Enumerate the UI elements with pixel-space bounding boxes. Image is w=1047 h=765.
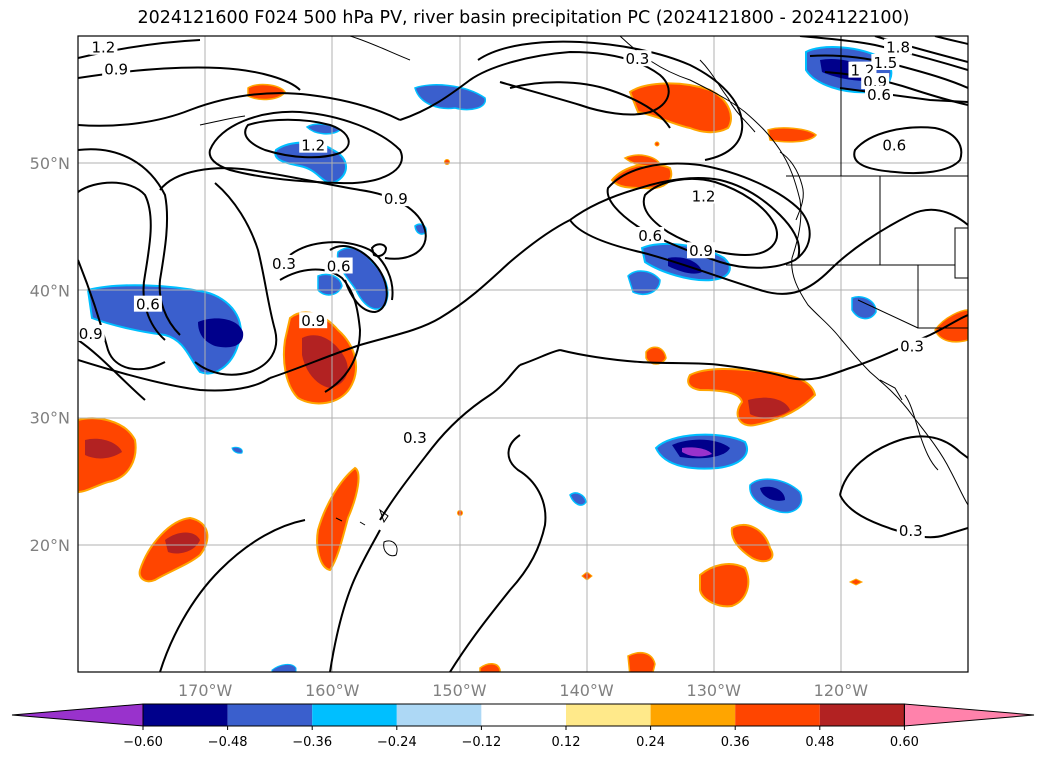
contour-label-bg bbox=[299, 312, 328, 329]
lat-tick-label: 40°N bbox=[30, 281, 70, 300]
colorbar-tick-label: −0.12 bbox=[461, 735, 501, 750]
contour-label-bg bbox=[299, 136, 328, 153]
contour-label-bg bbox=[898, 337, 927, 354]
contour-label: 0.6 bbox=[882, 137, 906, 155]
coastlines bbox=[199, 36, 968, 557]
colorbar-tick-label: 0.36 bbox=[721, 735, 750, 750]
contour-label-bg bbox=[687, 242, 715, 259]
contour-label-bg bbox=[102, 60, 131, 77]
map-frame bbox=[77, 35, 969, 673]
contour-label-bg bbox=[689, 187, 718, 204]
lon-tick-label: 120°W bbox=[814, 681, 869, 700]
contour-label: 0.3 bbox=[899, 522, 923, 540]
colorbar-tick-label: −0.48 bbox=[208, 735, 248, 750]
contour-label: 0.6 bbox=[638, 227, 662, 245]
contour-label-bg bbox=[636, 226, 665, 243]
contour-label: 0.3 bbox=[900, 338, 924, 356]
colorbar-tick-label: −0.24 bbox=[377, 735, 417, 750]
colorbar-segment bbox=[143, 704, 228, 726]
contour-label: 0.9 bbox=[301, 312, 325, 330]
map-area: 1.2 0.9 1.2 0.9 0.3 0.6 0.9 0.6 0.9 0.3 0.3 1.2 0.6 0… bbox=[77, 35, 969, 673]
contour-labels: 1.2 0.9 1.2 0.9 0.3 0.6 0.9 0.6 0.9 0.3 0.3 1.2 0.6 0… bbox=[78, 38, 927, 540]
lon-tick-label: 170°W bbox=[178, 681, 233, 700]
colorbar bbox=[11, 703, 1035, 730]
contour-label: 0.9 bbox=[689, 242, 713, 260]
contour-label: 1.8 bbox=[886, 39, 910, 57]
contour-label-bg bbox=[884, 38, 913, 55]
lon-tick-label: 150°W bbox=[432, 681, 487, 700]
map-title: 2024121600 F024 500 hPa PV, river basin … bbox=[137, 8, 910, 28]
contour-label: 0.6 bbox=[327, 258, 351, 276]
contour-label-bg bbox=[400, 429, 429, 446]
colorbar-segment bbox=[396, 704, 482, 726]
contour-label: 0.3 bbox=[625, 50, 649, 68]
colorbar-segment bbox=[735, 704, 820, 726]
contour-label-bg bbox=[896, 522, 925, 539]
contour-label-bg bbox=[865, 85, 893, 102]
contour-label: 1.2 bbox=[301, 137, 325, 155]
colorbar-tick-label: −0.36 bbox=[292, 735, 332, 750]
contour-label-bg bbox=[880, 136, 909, 153]
contour-label-bg bbox=[269, 254, 298, 271]
lat-tick-label: 30°N bbox=[30, 409, 70, 428]
contour-label-bg bbox=[89, 38, 118, 55]
contour-label: 0.6 bbox=[867, 86, 891, 104]
contour-label: 0.3 bbox=[403, 429, 427, 447]
colorbar-segment bbox=[227, 704, 313, 726]
colorbar-labels: −0.60 −0.48 −0.36 −0.24 −0.12 0.12 0.24 0.36 0.4… bbox=[123, 735, 919, 750]
lat-tick-label: 20°N bbox=[30, 536, 70, 555]
contour-label-bg bbox=[133, 295, 162, 312]
lon-tick-label: 160°W bbox=[305, 681, 360, 700]
contour-label-bg bbox=[871, 53, 900, 70]
positive-precip-areas bbox=[78, 82, 968, 672]
contour-label: 0.3 bbox=[272, 255, 296, 273]
colorbar-tick-label: 0.24 bbox=[636, 735, 665, 750]
contour-label: 1.5 bbox=[873, 54, 897, 72]
contour-label-bg bbox=[861, 73, 890, 90]
contour-label: 0.9 bbox=[104, 60, 128, 78]
contour-label: 1.2 bbox=[692, 188, 716, 206]
colorbar-segment bbox=[312, 704, 397, 726]
colorbar-extension-left bbox=[11, 703, 144, 727]
contour-label-bg bbox=[324, 257, 353, 274]
borders bbox=[786, 36, 968, 329]
pv-contours bbox=[78, 36, 968, 672]
lon-tick-label: 140°W bbox=[559, 681, 614, 700]
contour-label-bg bbox=[381, 190, 410, 207]
colorbar-tick-label: −0.60 bbox=[123, 735, 163, 750]
contour-label: 0.9 bbox=[79, 325, 103, 343]
contour-label-bg bbox=[623, 50, 652, 67]
latitude-labels: 20°N 30°N 40°N 50°N bbox=[30, 154, 70, 555]
longitude-labels: 170°W 160°W 150°W 140°W 130°W 120°W bbox=[178, 681, 868, 700]
contour-label: 1.2 bbox=[91, 39, 115, 57]
colorbar-tick-label: 0.48 bbox=[805, 735, 834, 750]
colorbar-segment bbox=[819, 704, 905, 726]
lat-tick-label: 50°N bbox=[30, 154, 70, 173]
colorbar-tick-label: 0.60 bbox=[890, 735, 919, 750]
lon-tick-label: 130°W bbox=[687, 681, 742, 700]
colorbar-segment bbox=[481, 704, 566, 726]
contour-label-bg bbox=[78, 324, 105, 341]
colorbar-segment bbox=[650, 704, 736, 726]
colorbar-tick-label: 0.12 bbox=[552, 735, 581, 750]
colorbar-segment bbox=[566, 704, 651, 726]
contour-label: 0.6 bbox=[136, 296, 160, 314]
colorbar-frame bbox=[142, 703, 905, 727]
colorbar-extension-right bbox=[903, 703, 1035, 727]
contour-label: 0.9 bbox=[384, 190, 408, 208]
